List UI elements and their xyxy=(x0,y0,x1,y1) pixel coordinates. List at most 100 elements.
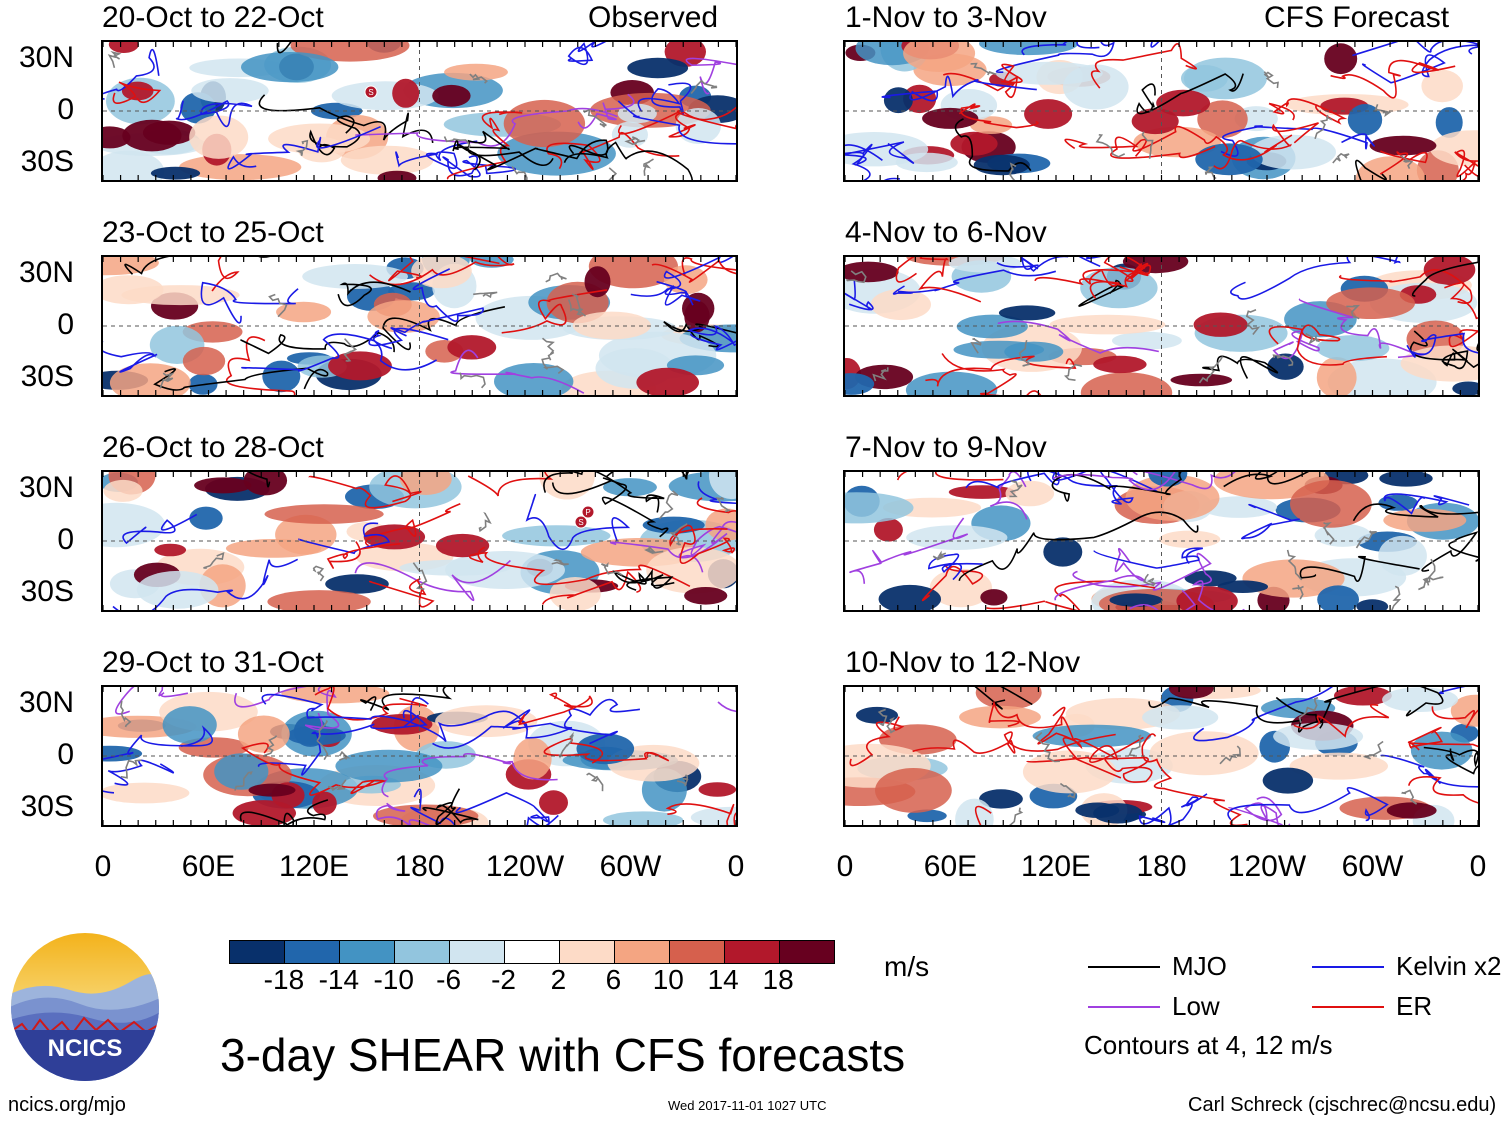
shear-anomaly-blob xyxy=(1324,43,1358,75)
coastline xyxy=(1059,782,1076,799)
contour-line xyxy=(452,130,554,166)
contour-line xyxy=(954,118,1032,172)
storm-marker-label: P xyxy=(585,508,590,517)
storm-marker xyxy=(574,515,588,529)
colorbar-level-label: 14 xyxy=(707,964,739,995)
shear-anomaly-blob xyxy=(494,363,574,395)
coastline xyxy=(159,372,175,389)
shear-anomaly-blob xyxy=(1317,585,1359,610)
shear-anomaly-blob xyxy=(182,346,226,376)
coastline xyxy=(872,367,889,382)
shear-anomaly-blob xyxy=(103,502,166,548)
y-tick-label: 30S xyxy=(20,790,74,823)
contour-line xyxy=(1202,355,1279,379)
coastline xyxy=(1263,71,1279,89)
shear-anomaly-blob xyxy=(1452,381,1478,395)
shear-anomaly-blob xyxy=(264,504,384,524)
panel-title-fc-2: 4-Nov to 6-Nov xyxy=(845,216,1047,249)
contour-line xyxy=(442,155,517,178)
contour-line xyxy=(1090,43,1197,89)
logo-text: NCICS xyxy=(48,1035,123,1062)
contour-line xyxy=(368,327,449,350)
contour-line xyxy=(1026,756,1153,783)
contour-line xyxy=(258,94,434,144)
coastline xyxy=(1141,131,1154,159)
contour-line xyxy=(1072,552,1245,610)
shear-anomaly-blob xyxy=(1326,287,1415,319)
coastline xyxy=(316,719,329,761)
coastline xyxy=(1346,304,1361,320)
coastline xyxy=(658,490,679,520)
contour-line xyxy=(234,687,340,731)
legend-line-low xyxy=(1088,1006,1160,1008)
shear-anomaly-blob xyxy=(845,492,914,524)
coastline xyxy=(1332,152,1350,164)
coastline xyxy=(586,772,604,792)
coastline xyxy=(1391,585,1402,610)
shear-anomaly-blob xyxy=(878,584,941,610)
contour-line xyxy=(517,692,593,726)
shear-anomaly-blob xyxy=(549,577,601,610)
coastline xyxy=(1063,363,1083,381)
contour-line xyxy=(605,472,690,480)
shear-anomaly-blob xyxy=(1369,135,1437,156)
shear-anomaly-blob xyxy=(1290,480,1372,528)
shear-anomaly-blob xyxy=(1176,586,1238,610)
coastline xyxy=(970,62,997,76)
contour-line xyxy=(309,115,361,156)
coastline xyxy=(1009,807,1024,825)
contour-line xyxy=(1138,793,1208,825)
contour-line xyxy=(1268,324,1387,366)
colorbar-level-label: -2 xyxy=(491,964,516,995)
contour-line xyxy=(375,802,431,825)
shear-anomaly-blob xyxy=(1156,89,1210,117)
coastline xyxy=(295,139,309,156)
shear-field-obs-2 xyxy=(103,257,736,395)
contour-line xyxy=(1220,125,1375,157)
shear-anomaly-blob xyxy=(1093,803,1143,824)
coastline xyxy=(624,136,646,146)
shear-anomaly-blob xyxy=(189,115,249,159)
coastline xyxy=(1292,584,1304,600)
coastline xyxy=(541,337,555,361)
shear-field-fc-4 xyxy=(845,687,1478,825)
legend-label: ER xyxy=(1396,991,1433,1021)
contour-line xyxy=(227,125,381,170)
contour-line xyxy=(849,716,905,767)
contour-line xyxy=(1445,748,1478,775)
shear-anomaly-blob xyxy=(1386,802,1437,819)
contour-line xyxy=(314,687,427,721)
shear-anomaly-blob xyxy=(1334,687,1392,706)
shear-anomaly-blob xyxy=(399,472,452,495)
contour-line xyxy=(1268,98,1348,125)
shear-anomaly-blob xyxy=(636,367,699,395)
contour-line xyxy=(1293,703,1390,738)
coastline xyxy=(1355,530,1377,549)
y-tick-label: 0 xyxy=(57,738,74,771)
shear-anomaly-blob xyxy=(1022,750,1117,794)
coastline xyxy=(268,293,288,318)
x-tick-label: 0 xyxy=(727,850,745,883)
colorbar-level-label: 2 xyxy=(550,964,567,995)
x-tick-label: 0 xyxy=(836,850,854,883)
x-tick-label: 120E xyxy=(278,850,350,883)
storm-marker xyxy=(581,505,595,519)
contour-line xyxy=(525,493,631,551)
footer-website[interactable]: ncics.org/mjo xyxy=(8,1094,126,1116)
coastline xyxy=(1322,521,1335,545)
shear-field-fc-1 xyxy=(845,42,1478,180)
shear-anomaly-blob xyxy=(237,715,290,753)
shear-anomaly-blob xyxy=(1379,472,1433,487)
coastline xyxy=(120,700,132,728)
contour-line xyxy=(1230,257,1401,300)
coastline xyxy=(1272,354,1294,367)
contour-line xyxy=(200,281,299,324)
shear-anomaly-blob xyxy=(1242,559,1345,598)
footer-author: Carl Schreck (cjschrec@ncsu.edu) xyxy=(1188,1094,1497,1116)
contour-line xyxy=(927,553,983,581)
colorbar-level-label: 6 xyxy=(605,964,622,995)
shear-anomaly-blob xyxy=(1181,65,1228,92)
shear-anomaly-blob xyxy=(642,516,705,534)
coastline xyxy=(1305,332,1321,345)
panel-title-obs-4: 29-Oct to 31-Oct xyxy=(102,646,324,679)
